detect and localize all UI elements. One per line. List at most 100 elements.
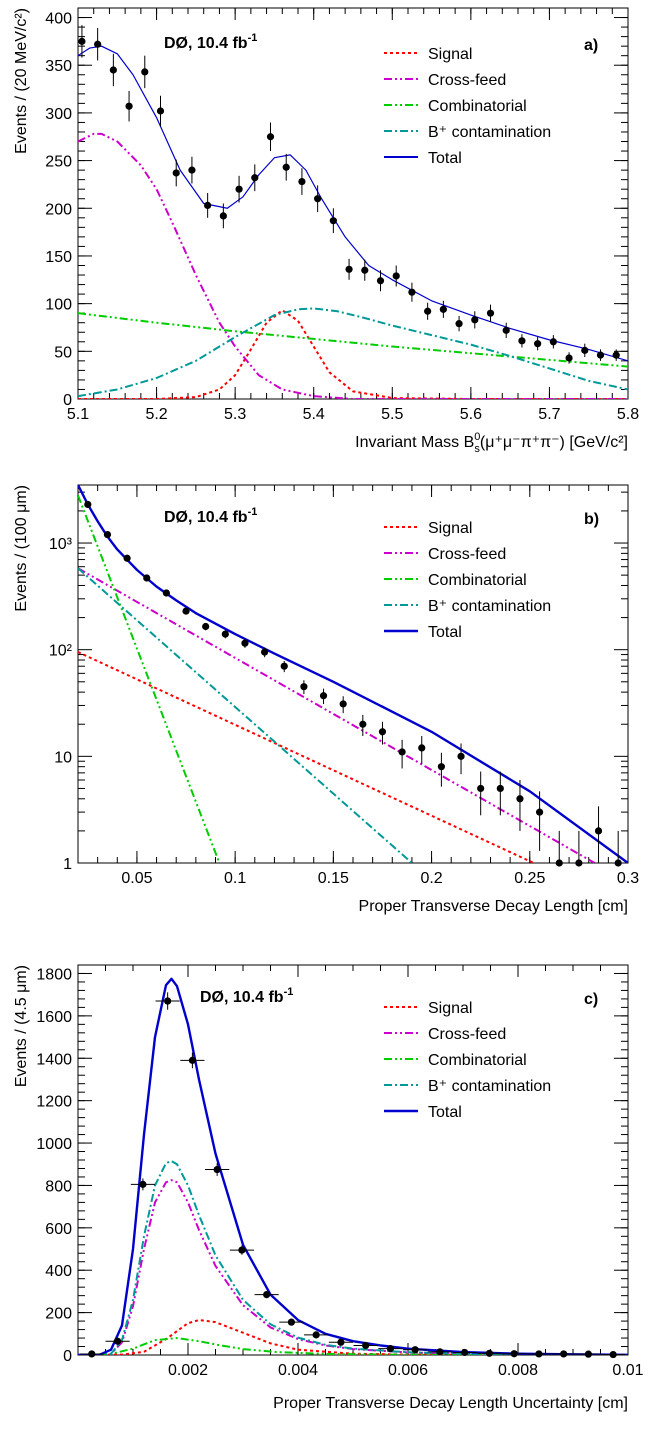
data-point <box>361 266 369 274</box>
data-point <box>502 326 510 334</box>
x-axis-label-main: Invariant Mass B <box>355 434 474 451</box>
data-point <box>109 66 117 74</box>
data-point <box>139 1180 147 1188</box>
x-tick-label: 0.002 <box>168 1362 208 1379</box>
data-point <box>485 1349 493 1357</box>
data-point <box>612 351 620 359</box>
x-tick-label: 5.2 <box>145 406 167 423</box>
y-tick-label: 10 <box>54 749 72 766</box>
data-point <box>575 859 583 867</box>
x-axis-label-sub: s <box>474 443 480 455</box>
data-point <box>436 1348 444 1356</box>
y-tick-label: 1200 <box>36 1094 72 1111</box>
chart-panel-1: 5.1 5.2 5.3 5.4 5.5 5.6 5.7 5.8 0 50 100 150 200 250 3… <box>13 7 639 455</box>
legend-label: Signal <box>428 46 472 63</box>
legend-label: Total <box>428 1104 462 1121</box>
data-point <box>439 305 447 313</box>
data-point <box>339 700 347 708</box>
data-point <box>457 752 465 760</box>
experiment-label-main: DØ, 10.4 fb <box>164 509 248 526</box>
data-point <box>219 212 227 220</box>
series-line-combinatorial <box>78 1337 628 1355</box>
data-point <box>581 346 589 354</box>
x-tick-label: 5.7 <box>538 406 560 423</box>
data-points <box>78 25 620 364</box>
chart-panel-3: 0.002 0.004 0.006 0.008 0.01 0 200 400 600 800 100… <box>13 964 644 1412</box>
panel-label: a) <box>584 37 598 54</box>
data-point <box>596 351 605 359</box>
experiment-label: DØ, 10.4 fb-1 <box>164 32 257 52</box>
legend-label: Signal <box>428 520 472 537</box>
y-axis-label: Events / (4.5 μm) <box>13 965 30 1087</box>
data-point <box>88 1350 96 1358</box>
data-point <box>172 169 180 177</box>
legend-label: Total <box>428 624 462 641</box>
y-tick-label: 200 <box>45 1306 72 1323</box>
curves <box>78 45 628 399</box>
y-tick-label: 50 <box>54 344 72 361</box>
x-tick-label: 0.25 <box>514 870 545 887</box>
legend-label: Combinatorial <box>428 1052 527 1069</box>
y-tick-label: 1 <box>63 856 72 873</box>
data-point <box>143 574 151 582</box>
x-tick-label: 5.6 <box>460 406 482 423</box>
series-line-cross-feed <box>78 132 628 399</box>
experiment-label-main: DØ, 10.4 fb <box>200 989 284 1006</box>
data-point <box>376 277 385 285</box>
legend-label: Total <box>428 150 462 167</box>
x-tick-label: 5.3 <box>224 406 246 423</box>
data-point <box>319 692 328 700</box>
series-line-b-contamination <box>78 567 413 863</box>
plot-frame <box>77 484 629 864</box>
data-point <box>337 1338 345 1346</box>
data-point <box>518 337 526 345</box>
data-point <box>565 354 573 362</box>
data-point <box>84 500 92 509</box>
y-tick-label: 0 <box>63 392 72 409</box>
data-point <box>378 728 387 736</box>
y-tick-label: 10³ <box>49 536 73 553</box>
legend: Signal Cross-feed Combinatorial B⁺ contamin… <box>384 46 551 167</box>
data-point <box>437 763 445 771</box>
x-tick-label: 0.01 <box>612 1362 643 1379</box>
data-point <box>510 1350 518 1358</box>
data-points <box>84 500 622 867</box>
x-tick-label: 0.004 <box>278 1362 318 1379</box>
data-point <box>314 195 322 203</box>
data-point <box>555 859 563 867</box>
data-point <box>123 554 131 562</box>
curves <box>78 977 628 1355</box>
data-point <box>202 622 210 631</box>
data-point <box>536 808 544 816</box>
x-tick-label: 0.05 <box>121 870 152 887</box>
experiment-label-sup: -1 <box>248 506 258 518</box>
data-point <box>594 827 603 835</box>
experiment-label: DØ, 10.4 fb-1 <box>200 986 293 1006</box>
legend-label: B⁺ contamination <box>428 124 551 141</box>
legend-label: Cross-feed <box>428 72 506 89</box>
data-point <box>418 744 426 752</box>
y-tick-label: 800 <box>45 1178 72 1195</box>
data-point <box>221 630 229 638</box>
data-point <box>78 37 86 45</box>
y-tick-label: 400 <box>45 1263 72 1280</box>
series-line-cross-feed <box>78 1179 628 1355</box>
data-point <box>300 683 308 691</box>
data-point <box>141 68 149 76</box>
x-axis-label: Proper Transverse Decay Length [cm] <box>359 898 628 915</box>
data-point <box>125 102 133 110</box>
series-line-combinatorial <box>78 312 628 368</box>
data-point <box>535 1350 543 1358</box>
data-point <box>182 607 190 615</box>
legend-label: B⁺ contamination <box>428 598 551 615</box>
x-axis-label-tail: (μ⁺μ⁻π⁺π⁻) [GeV/c²] <box>480 434 628 451</box>
x-tick-label: 5.1 <box>67 406 89 423</box>
curves <box>78 485 628 863</box>
experiment-label-sup: -1 <box>284 986 294 998</box>
data-point <box>386 1345 394 1353</box>
data-point <box>516 795 524 803</box>
series-line-combinatorial <box>78 494 221 863</box>
y-tick-label: 1400 <box>36 1051 72 1068</box>
